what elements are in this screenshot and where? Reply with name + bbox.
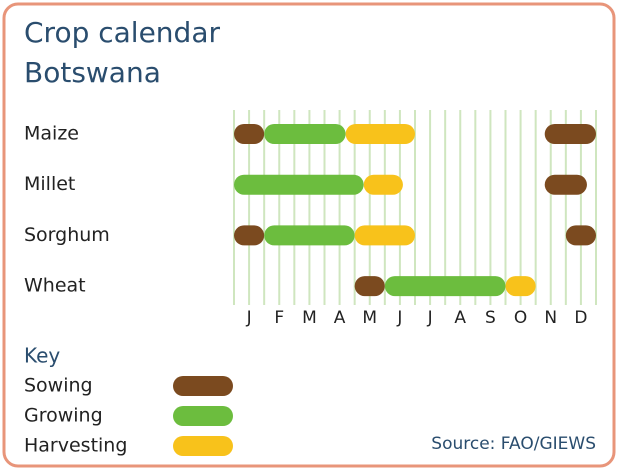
x-tick-label: N: [544, 308, 557, 328]
x-tick-label: S: [485, 308, 496, 328]
x-tick-label: J: [246, 308, 252, 328]
segment: [565, 225, 596, 246]
segment: [234, 124, 265, 144]
segment: [234, 174, 364, 195]
row-label: Sorghum: [24, 224, 110, 246]
x-tick-label: O: [514, 308, 527, 328]
x-tick-label: F: [274, 308, 284, 328]
row-label: Maize: [24, 123, 79, 145]
row-label: Millet: [24, 173, 75, 195]
legend-label: Growing: [24, 405, 103, 427]
segment: [505, 276, 536, 297]
x-tick-label: J: [427, 308, 433, 328]
segment: [234, 225, 265, 246]
segment: [544, 174, 587, 195]
x-tick-label: D: [574, 308, 587, 328]
x-tick-label: M: [362, 308, 377, 328]
segment: [363, 174, 403, 195]
legend-title: Key: [24, 344, 60, 368]
row-label: Wheat: [24, 275, 86, 297]
segment: [345, 124, 415, 144]
chart-title: Crop calendar: [24, 16, 220, 49]
legend-swatch: [173, 376, 233, 396]
segment: [354, 276, 385, 297]
segment: [354, 225, 415, 246]
x-tick-label: A: [334, 308, 346, 328]
legend-swatch: [173, 436, 233, 456]
x-tick-label: J: [396, 308, 402, 328]
segment: [264, 124, 346, 144]
segment: [264, 225, 355, 246]
legend-swatch: [173, 406, 233, 426]
x-tick-label: M: [302, 308, 317, 328]
legend-label: Sowing: [24, 375, 93, 397]
segment: [384, 276, 506, 297]
source: Source: FAO/GIEWS: [431, 434, 596, 454]
x-tick-label: A: [454, 308, 466, 328]
legend-label: Harvesting: [24, 435, 127, 457]
chart-subtitle: Botswana: [24, 56, 161, 89]
segment: [544, 124, 596, 144]
